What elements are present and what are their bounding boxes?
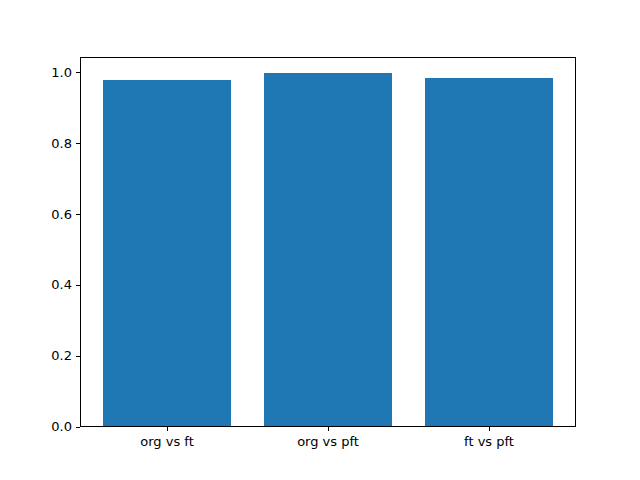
bar-org-vs-pft xyxy=(264,73,393,426)
y-tick-label: 0.2 xyxy=(28,348,72,363)
x-tick-label: org vs pft xyxy=(258,434,398,449)
y-tick-label: 0.0 xyxy=(28,419,72,434)
x-tick-label: org vs ft xyxy=(97,434,237,449)
x-tick-mark xyxy=(167,427,168,431)
y-tick-label: 1.0 xyxy=(28,65,72,80)
y-tick-label: 0.6 xyxy=(28,207,72,222)
y-tick-mark xyxy=(76,285,80,286)
bar-org-vs-ft xyxy=(103,80,232,426)
x-tick-label: ft vs pft xyxy=(419,434,559,449)
y-tick-mark xyxy=(76,214,80,215)
plot-area xyxy=(80,57,576,427)
x-tick-mark xyxy=(489,427,490,431)
y-tick-label: 0.8 xyxy=(28,136,72,151)
bar-ft-vs-pft xyxy=(425,78,554,426)
y-tick-mark xyxy=(76,427,80,428)
y-tick-mark xyxy=(76,356,80,357)
figure: 0.0 0.2 0.4 0.6 0.8 1.0 org vs ft org vs pft ft… xyxy=(0,0,640,480)
y-tick-mark xyxy=(76,143,80,144)
y-tick-label: 0.4 xyxy=(28,277,72,292)
x-tick-mark xyxy=(328,427,329,431)
y-tick-mark xyxy=(76,72,80,73)
